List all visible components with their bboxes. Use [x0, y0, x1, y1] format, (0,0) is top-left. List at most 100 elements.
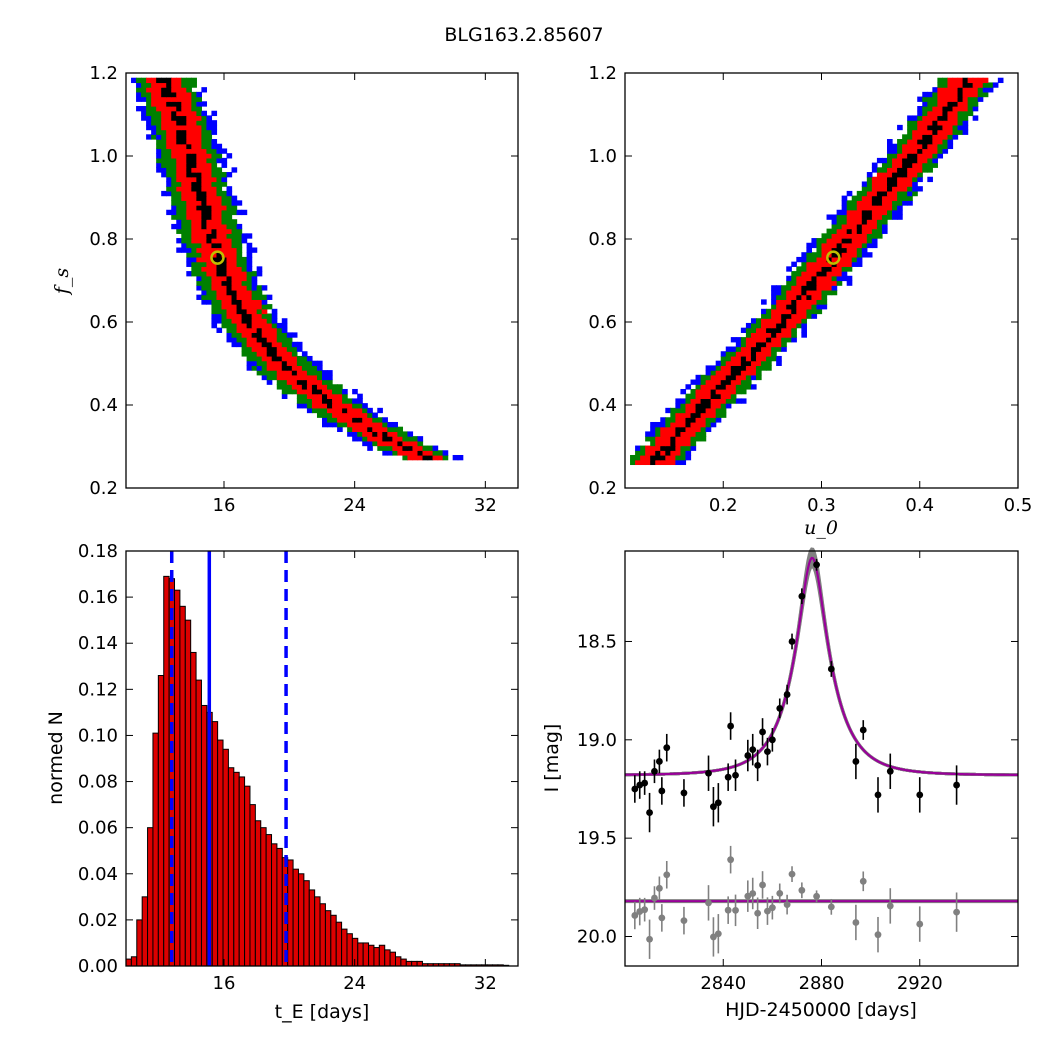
sigma1-cell — [932, 115, 938, 121]
sigma1-cell — [392, 440, 398, 447]
sigma1-cell — [680, 421, 687, 428]
sigma3-cell — [256, 266, 263, 272]
sigma2-cell — [811, 252, 818, 258]
posterior-core-cell — [166, 101, 172, 107]
sigma1-cell — [801, 294, 807, 300]
sigma2-cell — [937, 148, 944, 154]
posterior-core-cell — [266, 351, 273, 357]
sigma1-cell — [645, 454, 651, 461]
sigma1-cell — [211, 275, 218, 282]
sigma1-cell — [161, 124, 167, 131]
sigma1-cell — [357, 407, 363, 414]
sigma2-cell — [261, 304, 268, 310]
sigma3-cell — [675, 459, 682, 466]
sigma1-cell — [246, 341, 253, 348]
sigma1-cell — [201, 167, 208, 173]
sigma1-cell — [296, 365, 303, 371]
sigma1-cell — [171, 120, 177, 126]
sigma1-cell — [246, 304, 253, 310]
sigma3-cell — [922, 91, 928, 98]
posterior-core-cell — [750, 355, 757, 362]
sigma2-cell — [745, 379, 752, 385]
sigma3-cell — [952, 134, 959, 140]
sigma2-cell — [171, 176, 177, 183]
sigma2-cell — [821, 289, 828, 296]
sigma1-cell — [241, 299, 248, 305]
sigma1-cell — [690, 403, 697, 409]
sigma2-cell — [665, 417, 671, 423]
sigma1-cell — [221, 285, 228, 291]
histogram-bar — [335, 921, 343, 967]
sigma2-cell — [226, 205, 233, 211]
sigma2-cell — [211, 148, 218, 154]
sigma3-cell — [161, 167, 167, 173]
sigma2-cell — [171, 214, 177, 220]
residual-point — [655, 884, 663, 892]
posterior-core-cell — [791, 299, 797, 305]
posterior-core-cell — [176, 115, 182, 121]
sigma1-cell — [947, 91, 954, 98]
histogram-bar — [179, 605, 186, 967]
sigma1-cell — [806, 261, 813, 267]
sigma3-cell — [972, 115, 979, 121]
sigma2-cell — [327, 412, 333, 418]
sigma3-cell — [660, 417, 666, 423]
y-tick-label: 0.02 — [78, 910, 118, 931]
sigma1-cell — [806, 289, 813, 296]
sigma1-cell — [156, 106, 162, 112]
sigma2-cell — [186, 77, 192, 84]
sigma2-cell — [286, 384, 293, 390]
sigma2-cell — [176, 205, 182, 211]
posterior-core-cell — [216, 266, 223, 272]
sigma2-cell — [166, 148, 172, 154]
data-point — [705, 769, 712, 777]
sigma1-cell — [186, 205, 192, 211]
sigma1-cell — [256, 313, 263, 319]
sigma2-cell — [231, 223, 238, 230]
sigma1-cell — [256, 346, 263, 352]
sigma1-cell — [382, 440, 388, 447]
sigma2-cell — [347, 398, 353, 404]
sigma2-cell — [337, 384, 343, 390]
sigma1-cell — [665, 440, 671, 447]
sigma2-cell — [715, 407, 722, 414]
sigma2-cell — [756, 318, 762, 324]
sigma1-cell — [740, 374, 747, 381]
sigma2-cell — [161, 162, 167, 168]
sigma1-cell — [216, 238, 223, 244]
residual-point — [658, 914, 666, 922]
sigma1-cell — [876, 214, 883, 220]
sigma1-cell — [176, 172, 182, 178]
posterior-core-cell — [166, 87, 172, 93]
sigma2-cell — [816, 238, 823, 244]
sigma1-cell — [826, 261, 833, 267]
sigma1-cell — [670, 421, 676, 428]
sigma1-cell — [947, 129, 954, 135]
sigma2-cell — [271, 370, 278, 376]
sigma2-cell — [206, 289, 213, 296]
sigma1-cell — [821, 252, 828, 258]
sigma1-cell — [196, 238, 202, 244]
y-tick-label: 1.0 — [89, 146, 118, 167]
sigma1-cell — [246, 327, 253, 333]
histogram-bar — [141, 896, 149, 967]
sigma1-cell — [367, 431, 373, 437]
sigma1-cell — [146, 77, 152, 84]
y-tick-label: 0.14 — [78, 633, 118, 654]
posterior-core-cell — [730, 365, 737, 371]
sigma2-cell — [367, 412, 373, 418]
sigma2-cell — [851, 195, 858, 201]
sigma1-cell — [397, 450, 404, 456]
histogram-bar — [384, 949, 391, 967]
sigma1-cell — [927, 129, 933, 135]
sigma2-cell — [296, 398, 303, 404]
sigma2-cell — [347, 426, 353, 433]
sigma1-cell — [720, 365, 727, 371]
sigma3-cell — [236, 341, 243, 348]
sigma3-cell — [332, 421, 338, 428]
sigma1-cell — [191, 233, 197, 239]
sigma1-cell — [221, 304, 228, 310]
sigma1-cell — [191, 167, 197, 173]
sigma3-cell — [861, 252, 868, 258]
sigma3-cell — [997, 77, 1004, 84]
